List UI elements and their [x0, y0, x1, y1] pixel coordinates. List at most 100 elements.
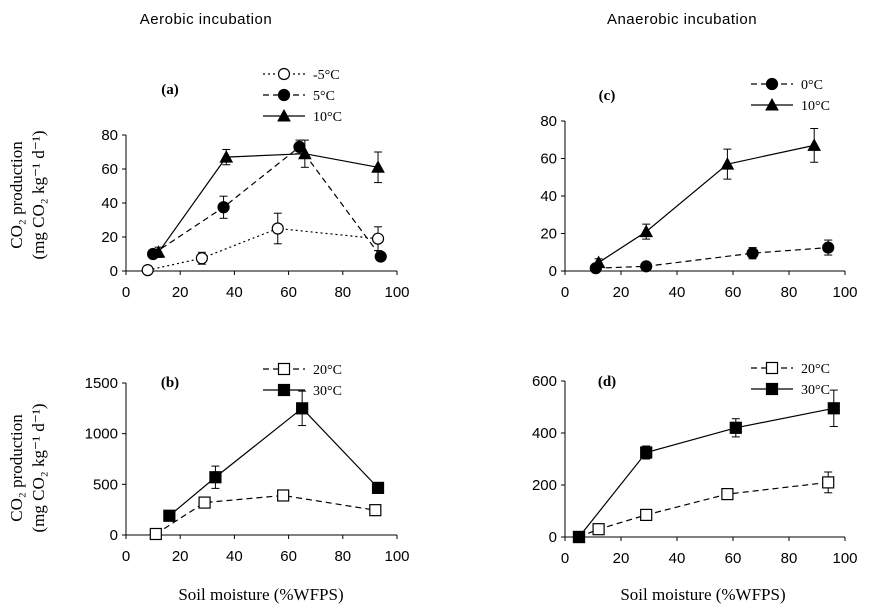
- data-point: [592, 523, 605, 536]
- x-tick-label: 100: [832, 284, 857, 301]
- data-point: [151, 245, 166, 258]
- data-point: [149, 527, 162, 541]
- data-point: [639, 224, 654, 238]
- legend-label: 20°C: [801, 362, 830, 377]
- ylabel-top-line2: (mg CO₂ kg⁻¹ d⁻¹): [29, 131, 48, 260]
- ylabel-bottom-line1: CO₂ production: [7, 414, 26, 522]
- x-tick-label: 100: [832, 550, 857, 567]
- x-tick-label: 60: [280, 284, 297, 301]
- panel-title: (d): [598, 374, 616, 390]
- y-tick-label: 60: [101, 161, 118, 178]
- legend-entry: 20°C: [751, 361, 830, 377]
- x-tick-label: 100: [384, 284, 409, 301]
- panel-title: (c): [599, 88, 616, 104]
- series-line: [155, 494, 376, 535]
- x-tick-label: 20: [613, 550, 630, 567]
- legend-entry: 10°C: [751, 97, 830, 114]
- legend-marker: [765, 97, 779, 111]
- series-line: [578, 407, 834, 538]
- data-point: [217, 201, 230, 214]
- y-tick-label: 0: [549, 263, 557, 280]
- legend-marker: [277, 88, 291, 102]
- x-tick-label: 80: [781, 550, 798, 567]
- x-tick-label: 80: [781, 284, 798, 301]
- series-line: [158, 153, 379, 253]
- data-point: [298, 146, 312, 160]
- series-1: [163, 390, 385, 522]
- y-tick-label: 80: [101, 127, 118, 144]
- series-line: [147, 227, 379, 271]
- y-tick-label: 1500: [85, 375, 118, 392]
- data-point: [277, 489, 290, 502]
- data-point: [371, 160, 385, 173]
- ylabel-bottom: CO₂ production (mg CO₂ kg⁻¹ d⁻¹): [7, 404, 48, 533]
- legend-entry: 5°C: [263, 88, 335, 104]
- data-point: [374, 250, 387, 263]
- legend-marker: [277, 362, 291, 376]
- xlabel-right: Soil moisture (%WFPS): [620, 585, 785, 604]
- y-tick-label: 0: [549, 529, 557, 546]
- series-0: [589, 239, 835, 275]
- data-point: [195, 252, 208, 265]
- ylabel-top-line1: CO₂ production: [7, 141, 26, 249]
- series-0: [149, 489, 382, 541]
- x-tick-label: 80: [334, 548, 351, 565]
- legend-marker: [765, 77, 779, 91]
- x-tick-label: 0: [122, 284, 130, 301]
- data-point: [163, 509, 176, 522]
- legend-marker: [277, 383, 291, 397]
- x-tick-label: 20: [613, 284, 630, 301]
- series-1: [591, 128, 822, 269]
- data-point: [721, 488, 734, 501]
- data-point: [198, 496, 211, 509]
- y-tick-label: 1000: [85, 426, 118, 443]
- legend-label: 30°C: [313, 384, 342, 399]
- data-point: [296, 402, 309, 415]
- panel-title: (b): [161, 375, 179, 391]
- header-anaerobic: Anaerobic incubation: [607, 11, 757, 28]
- x-tick-label: 20: [172, 284, 189, 301]
- data-point: [209, 471, 222, 484]
- legend-label: -5°C: [313, 68, 340, 83]
- legend-entry: -5°C: [263, 67, 340, 83]
- legend-entry: 0°C: [751, 77, 823, 93]
- data-point: [827, 402, 840, 415]
- data-point: [822, 476, 835, 489]
- x-tick-label: 60: [725, 550, 742, 567]
- data-point: [640, 446, 653, 459]
- series-0: [141, 212, 385, 277]
- legend-marker: [765, 382, 779, 396]
- data-point: [729, 421, 742, 434]
- legend-label: 30°C: [801, 383, 830, 398]
- data-point: [640, 508, 653, 521]
- x-tick-label: 60: [280, 548, 297, 565]
- ylabel-top: CO₂ production (mg CO₂ kg⁻¹ d⁻¹): [7, 131, 48, 260]
- legend-entry: 20°C: [263, 362, 342, 378]
- series-line: [152, 146, 382, 257]
- legend-label: 0°C: [801, 78, 823, 93]
- y-tick-label: 0: [110, 527, 118, 544]
- series-line: [595, 246, 829, 269]
- x-tick-label: 20: [172, 548, 189, 565]
- legend-entry: 30°C: [263, 383, 342, 399]
- x-tick-label: 0: [561, 550, 569, 567]
- data-point: [807, 138, 822, 151]
- y-tick-label: 60: [540, 151, 557, 168]
- series-1: [147, 139, 387, 263]
- data-point: [219, 150, 234, 163]
- data-point: [591, 255, 606, 269]
- data-point: [822, 241, 835, 254]
- data-point: [369, 504, 382, 517]
- legend-entry: 30°C: [751, 382, 830, 398]
- panel-3: 0 20 40 60 80 100 0 200 400 600 (d) 20°C 30°C: [532, 361, 858, 567]
- y-tick-label: 80: [540, 113, 557, 130]
- xlabel-left: Soil moisture (%WFPS): [178, 585, 343, 604]
- x-tick-label: 40: [669, 550, 686, 567]
- data-point: [572, 530, 586, 544]
- panel-1: 0 20 40 60 80 100 0 20 40 60 80 (c) 0°C 10°C: [540, 77, 858, 301]
- legend-entry: 10°C: [263, 108, 342, 125]
- y-tick-label: 20: [540, 226, 557, 243]
